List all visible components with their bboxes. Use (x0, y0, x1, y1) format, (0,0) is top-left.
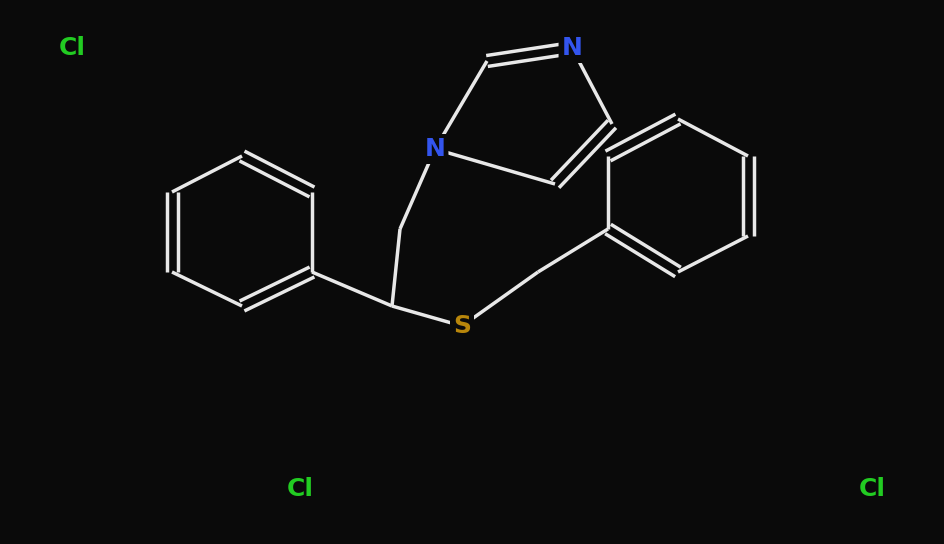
Text: Cl: Cl (286, 477, 313, 501)
Text: Cl: Cl (858, 477, 885, 501)
Text: S: S (453, 314, 471, 338)
Text: N: N (425, 137, 446, 161)
Text: Cl: Cl (59, 36, 86, 60)
Text: N: N (562, 36, 582, 60)
